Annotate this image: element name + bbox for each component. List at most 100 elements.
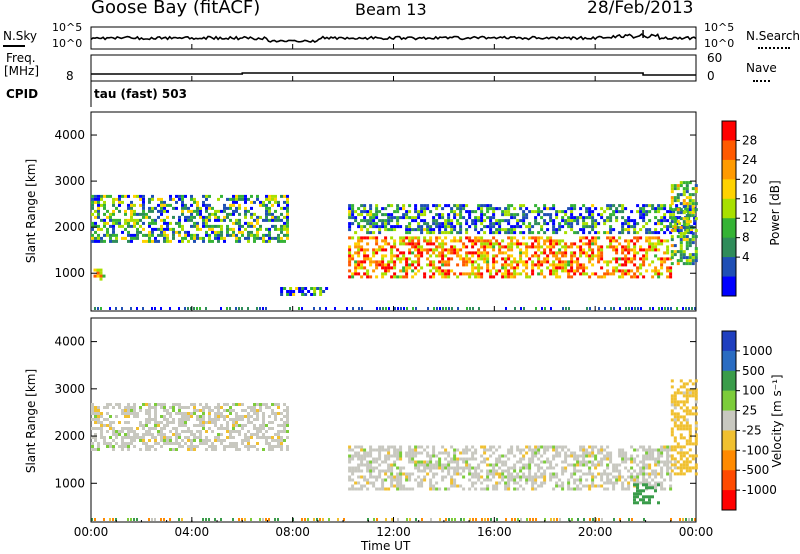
power-cell — [579, 245, 583, 249]
power-cell — [360, 266, 364, 270]
power-cell — [393, 239, 397, 243]
velocity-cell — [408, 445, 412, 449]
power-cell — [682, 226, 686, 230]
power-cell — [241, 197, 244, 201]
velocity-cell — [360, 457, 364, 461]
velocity-cell — [184, 436, 187, 439]
velocity-cell — [178, 406, 181, 409]
velocity-cell — [528, 460, 532, 464]
velocity-cell — [630, 445, 634, 449]
power-cell — [627, 222, 631, 226]
velocity-cell — [154, 412, 157, 415]
velocity-cell — [507, 466, 511, 470]
power-cell — [679, 259, 683, 263]
power-cell — [621, 248, 625, 252]
velocity-cell — [639, 469, 643, 473]
power-cell — [459, 239, 463, 243]
velocity-cell — [232, 436, 235, 439]
power-cell — [546, 207, 550, 211]
velocity-cell — [691, 466, 695, 470]
power-cell — [133, 194, 136, 198]
power-cell — [543, 260, 547, 264]
power-cell — [465, 204, 469, 208]
power-cell — [190, 203, 193, 207]
power-cell — [441, 216, 445, 220]
velocity-cell — [474, 469, 478, 473]
velocity-cell — [513, 454, 517, 458]
power-cell — [208, 224, 211, 228]
velocity-cell — [238, 403, 241, 406]
power-cell — [280, 218, 283, 222]
power-cell — [645, 228, 649, 232]
power-cell — [420, 266, 424, 270]
velocity-cell — [432, 445, 436, 449]
power-cell — [268, 197, 271, 201]
power-cell — [558, 263, 562, 267]
velocity-cell — [688, 466, 692, 470]
power-cell — [685, 181, 689, 185]
power-cell — [543, 213, 547, 217]
velocity-cell — [486, 478, 490, 482]
power-cell — [405, 266, 409, 270]
power-cell — [226, 212, 229, 216]
power-cell — [624, 269, 628, 273]
power-cell — [564, 222, 568, 226]
velocity-cell — [100, 415, 103, 418]
velocity-cell — [615, 469, 619, 473]
power-cell — [679, 217, 683, 221]
velocity-cell — [393, 451, 397, 455]
power-cell — [214, 236, 217, 240]
power-cell — [510, 231, 514, 235]
velocity-cell — [396, 478, 400, 482]
velocity-cell — [694, 427, 698, 431]
power-cell — [492, 213, 496, 217]
power-cell — [381, 213, 385, 217]
power-cell — [453, 216, 457, 220]
power-cell — [202, 200, 205, 204]
velocity-cell — [495, 487, 499, 491]
velocity-cell — [268, 421, 271, 424]
power-cell — [181, 239, 184, 243]
velocity-cell — [483, 478, 487, 482]
power-cell — [528, 228, 532, 232]
power-cell — [91, 239, 94, 243]
power-cell — [597, 254, 601, 258]
power-cell — [202, 221, 205, 225]
power-cell — [492, 254, 496, 258]
x-axis-title: Time UT — [361, 539, 411, 553]
power-cell — [673, 229, 677, 233]
power-cell — [579, 266, 583, 270]
power-cell — [136, 227, 139, 231]
power-cell — [570, 275, 574, 279]
power-cell — [528, 222, 532, 226]
power-cell — [100, 194, 103, 198]
velocity-cell — [348, 478, 352, 482]
power-cell — [627, 251, 631, 255]
velocity-cell — [528, 466, 532, 470]
velocity-cell — [663, 463, 667, 467]
velocity-cell — [525, 463, 529, 467]
velocity-cell — [543, 469, 547, 473]
power-cell — [310, 293, 314, 296]
velocity-cell — [121, 442, 124, 445]
power-cell — [438, 269, 442, 273]
velocity-cell — [636, 486, 639, 490]
power-cell — [265, 215, 268, 219]
velocity-cell — [618, 469, 622, 473]
power-cell — [151, 197, 154, 201]
power-cell — [630, 269, 634, 273]
power-cell — [94, 230, 97, 234]
velocity-cell — [468, 466, 472, 470]
velocity-ground-cell — [484, 518, 486, 521]
velocity-cell — [366, 463, 370, 467]
power-cell — [390, 219, 394, 223]
velocity-cell — [199, 442, 202, 445]
power-cell — [618, 257, 622, 261]
power-cell — [685, 217, 689, 221]
velocity-cell — [145, 403, 148, 406]
power-cell — [654, 248, 658, 252]
power-cell — [289, 290, 293, 293]
power-cell — [633, 272, 637, 276]
velocity-cell — [600, 472, 604, 476]
power-cell — [450, 207, 454, 211]
